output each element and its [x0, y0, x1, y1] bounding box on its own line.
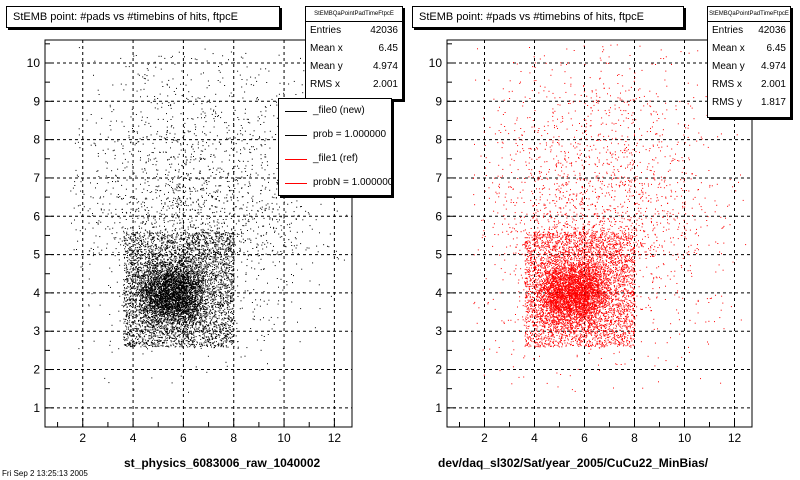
- stats-row-entries: Entries 42036: [712, 25, 786, 36]
- chart-title-right: StEMB point: #pads vs #timebins of hits,…: [412, 6, 684, 28]
- y-tick-label: 5: [33, 248, 40, 262]
- x-tick-label: 6: [581, 431, 588, 445]
- y-tick-label: 7: [33, 171, 40, 185]
- y-tick-label: 8: [33, 133, 40, 147]
- y-tick-label: 3: [33, 324, 40, 338]
- y-tick-label: 1: [435, 401, 442, 415]
- x-axis-label-left: st_physics_6083006_raw_1040002: [124, 456, 321, 470]
- legend-entry-file0: _file0 (new): [279, 99, 391, 123]
- y-tick-label: 4: [33, 286, 40, 300]
- y-tick-label: 10: [27, 56, 41, 70]
- x-tick-label: 8: [230, 431, 237, 445]
- stats-box-right: StEMBQaPointPadTimeFtpcE Entries 42036 Me…: [707, 6, 791, 118]
- y-tick-label: 4: [435, 286, 442, 300]
- stats-row-mean-y: Mean y 4.974: [712, 61, 786, 72]
- y-tick-label: 6: [33, 209, 40, 223]
- plot-frame: [446, 39, 753, 428]
- legend-swatch-black: [285, 111, 307, 112]
- stats-box-left: StEMBQaPointPadTimeFtpcE Entries 42036 Me…: [305, 6, 403, 100]
- legend-box: _file0 (new) prob = 1.000000 _file1 (ref…: [278, 98, 392, 196]
- y-tick-label: 9: [33, 94, 40, 108]
- x-tick-label: 10: [678, 431, 692, 445]
- x-tick-label: 4: [531, 431, 538, 445]
- timestamp-label: Fri Sep 2 13:25:13 2005: [2, 469, 88, 478]
- stats-row-mean-y: Mean y 4.974: [310, 61, 398, 72]
- y-tick-label: 3: [435, 324, 442, 338]
- x-tick-label: 2: [481, 431, 488, 445]
- y-tick-label: 7: [435, 171, 442, 185]
- x-tick-label: 8: [631, 431, 638, 445]
- y-tick-label: 1: [33, 401, 40, 415]
- y-tick-label: 6: [435, 209, 442, 223]
- stats-row-rms-x: RMS x 2.001: [712, 79, 786, 90]
- y-tick-label: 9: [435, 94, 442, 108]
- legend-entry-file1: _file1 (ref): [279, 147, 391, 171]
- x-tick-label: 2: [79, 431, 86, 445]
- stats-row-rms-x: RMS x 2.001: [310, 79, 398, 90]
- legend-swatch-red: [285, 183, 307, 184]
- x-tick-label: 4: [130, 431, 137, 445]
- y-tick-label: 5: [435, 248, 442, 262]
- stats-header: StEMBQaPointPadTimeFtpcE: [306, 7, 402, 22]
- legend-entry-probn: probN = 1.000000: [279, 171, 391, 195]
- y-tick-label: 2: [435, 363, 442, 377]
- chart-title-left: StEMB point: #pads vs #timebins of hits,…: [6, 6, 280, 28]
- stats-row-entries: Entries 42036: [310, 25, 398, 36]
- legend-swatch-red: [285, 159, 307, 160]
- x-tick-label: 6: [180, 431, 187, 445]
- y-tick-label: 8: [435, 133, 442, 147]
- x-axis-label-right: dev/daq_sl302/Sat/year_2005/CuCu22_MinBi…: [438, 456, 709, 470]
- plot-frame: [44, 39, 353, 428]
- x-tick-label: 12: [728, 431, 742, 445]
- stats-row-mean-x: Mean x 6.45: [712, 43, 786, 54]
- stats-row-rms-y: RMS y 1.817: [712, 97, 786, 108]
- y-tick-label: 10: [429, 56, 443, 70]
- scatter-points: [70, 47, 348, 393]
- legend-entry-prob: prob = 1.000000: [279, 123, 391, 147]
- x-tick-label: 12: [328, 431, 342, 445]
- stats-row-mean-x: Mean x 6.45: [310, 43, 398, 54]
- scatter-points: [473, 44, 747, 392]
- stats-header: StEMBQaPointPadTimeFtpcE: [708, 7, 790, 22]
- x-tick-label: 10: [277, 431, 291, 445]
- y-tick-label: 2: [33, 363, 40, 377]
- legend-swatch-black: [285, 135, 307, 136]
